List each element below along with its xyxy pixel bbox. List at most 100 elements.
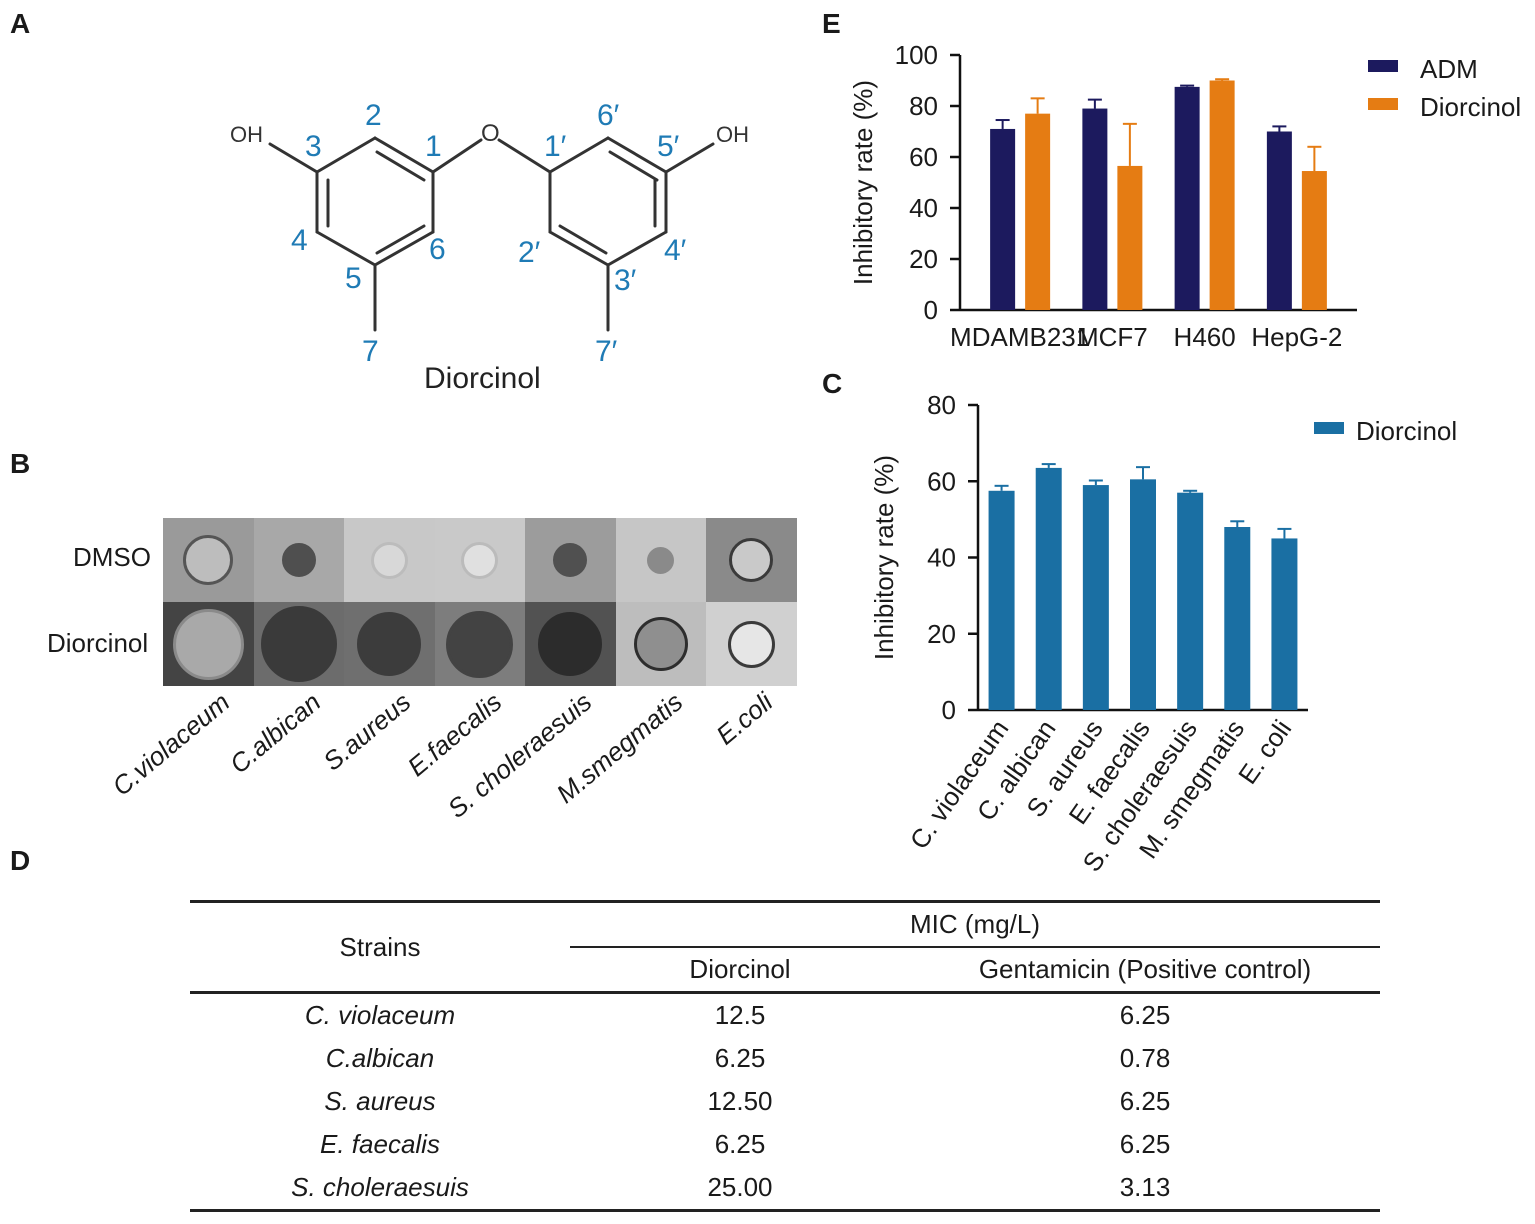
dish-image-dmso (615, 518, 707, 602)
ether-bond-right (497, 138, 552, 174)
inhibition-zone-panel: DMSO Diorcinol C.violaceum C.albican S.aur… (0, 505, 820, 850)
oh-label-right: OH (716, 122, 749, 147)
table-row: C. violaceum 12.5 6.25 (190, 993, 1380, 1038)
dish-image-diorcinol (344, 602, 435, 686)
dish-image-dmso (163, 518, 254, 602)
x-tick-label: H460 (1174, 322, 1236, 352)
gentamicin-mic-cell: 3.13 (1119, 1172, 1171, 1202)
inhibition-zone (260, 606, 337, 682)
bar-adm (1174, 86, 1200, 310)
y-tick-label: 60 (927, 466, 956, 496)
diorcinol-mic-cell: 25.00 (707, 1172, 773, 1202)
strain-cell: S. aureus (324, 1086, 436, 1116)
legend-swatch-diorcinol (1314, 422, 1344, 434)
inhibition-zone (183, 535, 234, 585)
dish-image-dmso (525, 518, 616, 602)
inhibition-zone (281, 543, 316, 577)
inhibition-zone (446, 610, 514, 678)
x-tick-label: E. coli (1232, 714, 1297, 789)
inhibition-zone (727, 620, 775, 668)
dish-image-dmso (344, 518, 435, 602)
atom-number-2: 2 (365, 99, 382, 132)
legend-label: Diorcinol (1420, 92, 1521, 122)
panel-label-b: B (10, 448, 31, 479)
gentamicin-mic-cell: 0.78 (1119, 1043, 1171, 1073)
y-tick-label: 80 (927, 390, 956, 420)
panel-label-c: C (822, 368, 843, 399)
legend-swatch-adm (1368, 60, 1398, 72)
atom-number-3p: 3′ (614, 264, 637, 297)
atom-number-5: 5 (345, 262, 362, 295)
dish-image-diorcinol (706, 602, 797, 686)
y-tick-label: 20 (927, 619, 956, 649)
oh-bond-left (268, 142, 319, 174)
bar-diorcinol (1130, 479, 1156, 710)
dish-image-diorcinol (253, 602, 345, 686)
inhibition-zone (172, 608, 244, 680)
atom-number-4p: 4′ (664, 234, 687, 267)
panel-label-a: A (10, 8, 31, 39)
legend-swatch-diorcinol (1368, 98, 1398, 110)
diorcinol-mic-cell: 6.25 (714, 1129, 766, 1159)
right-benzene-ring (548, 136, 668, 267)
dish-image-dmso (253, 518, 345, 602)
diorcinol-mic-cell: 12.50 (707, 1086, 773, 1116)
y-tick-label: 80 (909, 91, 938, 121)
atom-number-2p: 2′ (518, 236, 541, 269)
x-tick-label: HepG-2 (1251, 322, 1342, 352)
table-row: E. faecalis 6.25 6.25 (190, 1123, 1380, 1166)
atom-number-1p: 1′ (544, 130, 567, 163)
atom-number-7: 7 (362, 335, 379, 368)
diorcinol-mic-cell: 6.25 (714, 1043, 766, 1073)
atom-number-4: 4 (291, 224, 308, 257)
bar-diorcinol (1025, 113, 1051, 311)
strain-cell: S. choleraesuis (291, 1172, 469, 1202)
compound-name: Diorcinol (424, 362, 541, 395)
y-tick-label: 40 (909, 193, 938, 223)
bar-diorcinol (1082, 485, 1109, 710)
inhibition-zone (357, 612, 422, 676)
bar-adm (990, 128, 1016, 310)
inhibition-zone (538, 612, 603, 676)
gentamicin-mic-cell: 6.25 (1119, 1129, 1171, 1159)
atom-number-7p: 7′ (595, 335, 618, 368)
inhibition-zone (729, 538, 774, 582)
strain-cell: C. violaceum (304, 1000, 456, 1030)
atom-number-3: 3 (305, 130, 322, 163)
chart-e-cancer-cells: 0 20 40 60 80 100 Inhibitory rate (%) MDAMB231M… (848, 40, 1521, 352)
bar-diorcinol (1035, 467, 1062, 710)
legend-label: ADM (1420, 54, 1478, 84)
bar-diorcinol (1271, 538, 1298, 710)
table-row: C.albican 6.25 0.78 (190, 1037, 1380, 1080)
header-gentamicin: Gentamicin (Positive control) (910, 947, 1380, 994)
atom-number-5p: 5′ (657, 130, 680, 163)
bar-diorcinol (1177, 492, 1204, 710)
y-tick-label: 60 (909, 142, 938, 172)
table-row: S. aureus 12.50 6.25 (190, 1080, 1380, 1123)
inhibition-zone (461, 541, 499, 579)
dish-image-diorcinol (434, 602, 526, 686)
dish-image-diorcinol (163, 602, 254, 686)
header-mic: MIC (mg/L) (570, 901, 1380, 948)
y-tick-label: 20 (909, 244, 938, 274)
dish-image-diorcinol (615, 602, 707, 686)
oh-label-left: OH (230, 122, 263, 147)
x-tick-label: MCF7 (1077, 322, 1148, 352)
gentamicin-mic-cell: 6.25 (1119, 1000, 1171, 1030)
ether-bond-left (431, 138, 483, 174)
diorcinol-mic-cell: 12.5 (714, 1000, 766, 1030)
bar-diorcinol (1209, 80, 1235, 310)
dish-image-dmso (706, 518, 797, 602)
x-tick-label: MDAMB231 (950, 322, 1090, 352)
atom-number-6: 6 (429, 233, 446, 266)
panel-label-e: E (822, 8, 841, 39)
y-tick-label: 40 (927, 543, 956, 573)
header-diorcinol: Diorcinol (570, 947, 910, 994)
panel-label-d: D (10, 845, 31, 876)
y-tick-label: 0 (942, 695, 956, 725)
mic-table: Strains MIC (mg/L) Diorcinol Gentamicin … (190, 900, 1380, 1212)
table-header-row-1: Strains MIC (mg/L) (190, 901, 1380, 994)
strain-cell: E. faecalis (320, 1129, 440, 1159)
bar-diorcinol (1301, 171, 1327, 310)
